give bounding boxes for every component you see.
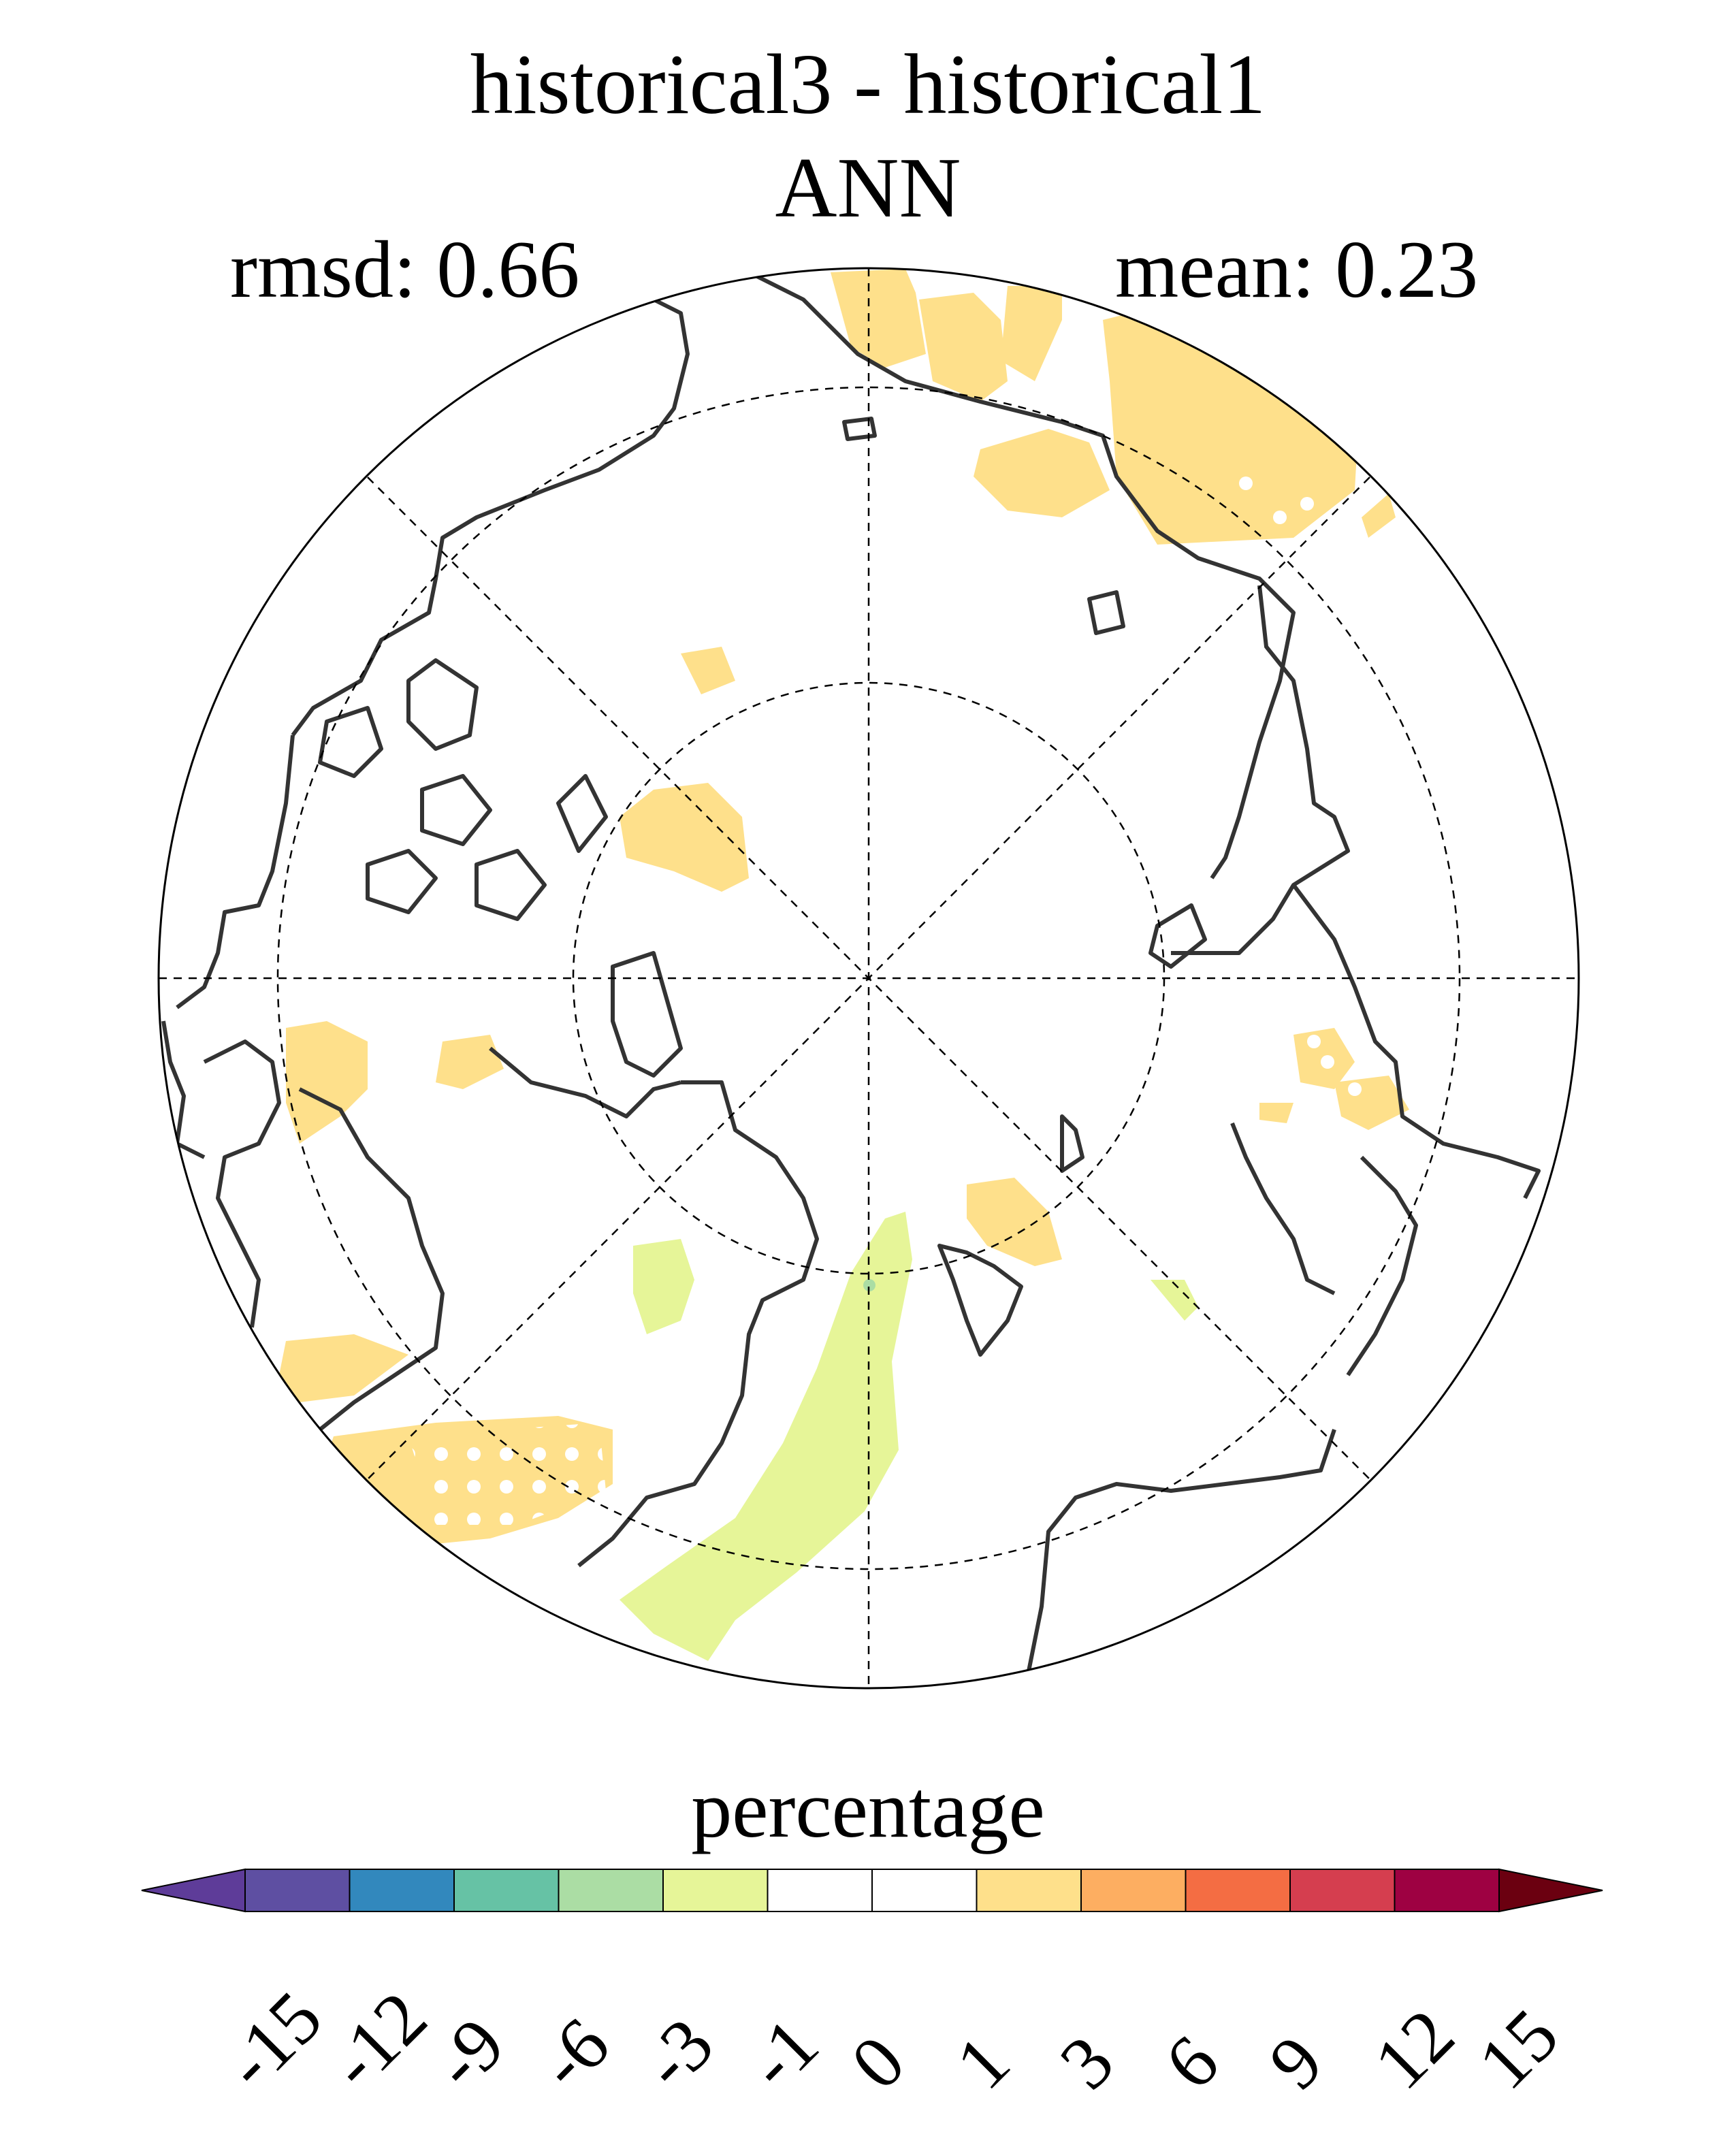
colorbar-segment [349, 1869, 455, 1912]
colorbar-segment [1289, 1869, 1396, 1912]
colorbar [141, 1868, 1603, 1913]
anomaly-region [1001, 286, 1062, 381]
colorbar-tick-label: -1 [730, 2001, 834, 2105]
colorbar-segment [976, 1869, 1082, 1912]
colorbar-tick-label: -9 [417, 2001, 520, 2105]
colorbar-segment [1394, 1869, 1500, 1912]
colorbar-segment [1080, 1869, 1187, 1912]
anomaly-region [286, 1021, 368, 1144]
colorbar-extend-min [141, 1868, 246, 1913]
rmsd-label: rmsd: 0.66 [230, 224, 580, 314]
anomaly-region [1362, 494, 1396, 538]
anomaly-region [633, 1239, 694, 1334]
anomaly-region [279, 1334, 408, 1402]
colorbar-segment [558, 1869, 664, 1912]
anomaly-region [1259, 1103, 1293, 1123]
colorbar-tick-label: 6 [1148, 2019, 1234, 2105]
colorbar-tick-label: 15 [1462, 1992, 1574, 2105]
map-content [159, 268, 1579, 1688]
anomaly-region [436, 1035, 504, 1089]
colorbar-segment [871, 1869, 978, 1912]
colorbar-extend-max [1498, 1868, 1603, 1913]
stippling [408, 477, 1362, 1525]
anomaly-region [620, 783, 749, 892]
coastlines [161, 270, 1541, 1675]
map-boundary [157, 267, 1580, 1690]
colorbar-tick-label: 12 [1357, 1992, 1470, 2105]
anomaly-region [1103, 272, 1362, 545]
colorbar-tick-label: 9 [1253, 2019, 1338, 2105]
anomaly-region [967, 1178, 1062, 1266]
plot-title: historical3 - historical1 [470, 37, 1266, 132]
colorbar-segment [244, 1869, 351, 1912]
colorbar-label: percentage [691, 1764, 1045, 1854]
anomaly-region [974, 429, 1110, 517]
colorbar-tick-label: -12 [312, 1975, 443, 2105]
colorbar-tick-label: -15 [208, 1975, 338, 2105]
colorbar-tick-label: -3 [626, 2001, 729, 2105]
polar-map [157, 267, 1580, 1690]
graticule [159, 268, 1579, 1688]
colorbar-segment [1185, 1869, 1291, 1912]
anomaly-region [620, 1212, 912, 1661]
anomaly-region [863, 1279, 875, 1291]
colorbar-segment [767, 1869, 873, 1912]
colorbar-tick-label: 0 [835, 2019, 920, 2105]
anomaly-region [831, 269, 926, 368]
colorbar-tick-label: 3 [1044, 2019, 1129, 2105]
colorbar-tick-label: 1 [939, 2019, 1025, 2105]
colorbar-segment [453, 1869, 560, 1912]
colorbar-tick-label: -6 [521, 2001, 625, 2105]
colorbar-segment [662, 1869, 769, 1912]
anomaly-region [919, 293, 1008, 402]
negative-anomaly-regions [620, 1212, 1198, 1661]
anomaly-region [681, 647, 735, 694]
season-label: ANN [775, 141, 961, 236]
mean-label: mean: 0.23 [1115, 224, 1479, 314]
anomaly-region [1151, 1280, 1198, 1321]
